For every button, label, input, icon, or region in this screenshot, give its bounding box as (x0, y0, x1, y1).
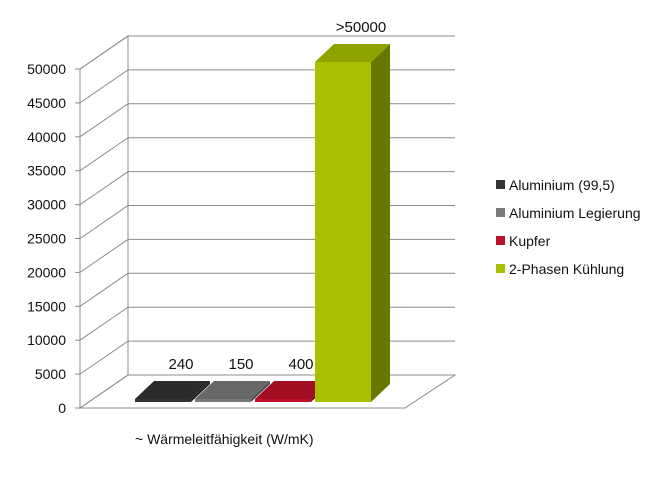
bar-side (251, 381, 270, 402)
gridline (79, 340, 455, 375)
legend-swatch (496, 180, 505, 189)
y-tick-label: 25000 (27, 231, 66, 247)
y-tick-label: 45000 (27, 95, 66, 111)
bar-front (195, 399, 251, 402)
data-label: 400 (288, 356, 313, 373)
gridline (79, 306, 455, 341)
gridline (79, 35, 455, 70)
gridline (79, 272, 455, 307)
chart-walls (78, 35, 457, 409)
y-tick-label: 10000 (27, 332, 66, 348)
data-labels: 240 150 400 >50000 (168, 19, 386, 373)
x-axis-label: ~ Wärmeleitfähigkeit (W/mK) (135, 431, 314, 447)
bar-top (255, 381, 330, 399)
bar-front (315, 62, 371, 402)
bar-front (135, 399, 191, 402)
data-label: 150 (228, 356, 253, 373)
legend-label: Aluminium Legierung (509, 204, 641, 221)
data-label: 240 (168, 356, 193, 373)
bar-top (195, 381, 270, 399)
bar (195, 381, 270, 402)
gridline (79, 238, 455, 273)
legend-swatch (496, 264, 505, 273)
legend-label: 2-Phasen Kühlung (509, 260, 625, 277)
y-tick-label: 20000 (27, 264, 66, 280)
bars (135, 44, 390, 402)
floor (78, 374, 457, 409)
bar-side (371, 44, 390, 402)
gridlines (79, 35, 455, 375)
legend-item: Aluminium (99,5) (496, 176, 641, 193)
legend-item: 2-Phasen Kühlung (496, 260, 641, 277)
y-tick-label: 15000 (27, 298, 66, 314)
gridline (79, 137, 455, 172)
gridline (79, 171, 455, 206)
legend-swatch (496, 208, 505, 217)
legend-item: Aluminium Legierung (496, 204, 641, 221)
data-label: >50000 (336, 19, 386, 36)
bar-top (135, 381, 210, 399)
bar (135, 381, 210, 402)
bar (315, 44, 390, 402)
legend-label: Aluminium (99,5) (509, 176, 615, 193)
gridline (79, 103, 455, 138)
gridline (79, 205, 455, 239)
y-tick-label: 35000 (27, 163, 66, 179)
y-axis: 0 5000 10000 15000 20000 25000 30000 35000 40000… (27, 61, 80, 416)
y-tick-label: 30000 (27, 197, 66, 213)
legend: Aluminium (99,5) Aluminium Legierung Kupfe… (496, 176, 641, 288)
y-tick-label: 5000 (35, 366, 66, 382)
gridline (79, 69, 455, 104)
legend-item: Kupfer (496, 232, 641, 249)
legend-label: Kupfer (509, 232, 551, 249)
y-tick-label: 0 (58, 400, 66, 416)
bar-side (191, 381, 210, 402)
bar-top (315, 44, 390, 62)
bar-front (255, 399, 311, 402)
y-tick-label: 50000 (27, 61, 66, 77)
legend-swatch (496, 236, 505, 245)
y-tick-label: 40000 (27, 129, 66, 145)
